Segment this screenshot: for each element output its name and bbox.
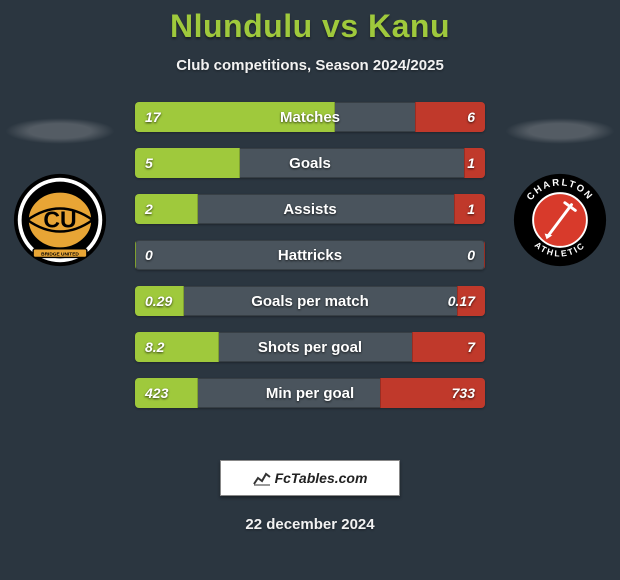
- stat-value-right: 733: [442, 378, 485, 408]
- stat-row: Assists2 1: [135, 194, 485, 224]
- comparison-date: 22 december 2024: [0, 516, 620, 533]
- stat-value-right: 0: [457, 240, 485, 270]
- club-crest-left: CU BRIDGE UNITED: [12, 172, 108, 268]
- stat-row: Goals5 1: [135, 148, 485, 178]
- stat-row: Goals per match0.29 0.17: [135, 286, 485, 316]
- stat-label: Hattricks: [135, 240, 485, 270]
- right-player-side: CHARLTON ATHLETIC: [500, 102, 620, 442]
- stat-value-right: 7: [457, 332, 485, 362]
- stat-value-left: 8.2: [135, 332, 174, 362]
- comparison-title: Nlundulu vs Kanu: [0, 0, 620, 45]
- stat-value-left: 423: [135, 378, 178, 408]
- attribution-badge: FcTables.com: [220, 460, 400, 496]
- stat-value-left: 2: [135, 194, 163, 224]
- stat-value-right: 6: [457, 102, 485, 132]
- player-silhouette-shadow: [505, 118, 615, 144]
- stat-value-right: 0.17: [438, 286, 485, 316]
- stat-label: Min per goal: [135, 378, 485, 408]
- stat-label: Goals per match: [135, 286, 485, 316]
- stat-row: Shots per goal8.2 7: [135, 332, 485, 362]
- stat-row: Hattricks0 0: [135, 240, 485, 270]
- player-silhouette-shadow: [5, 118, 115, 144]
- club-crest-right: CHARLTON ATHLETIC: [512, 172, 608, 268]
- attribution-text: FcTables.com: [275, 470, 368, 486]
- stat-label: Goals: [135, 148, 485, 178]
- left-player-side: CU BRIDGE UNITED: [0, 102, 120, 442]
- svg-text:BRIDGE UNITED: BRIDGE UNITED: [41, 252, 79, 258]
- stat-label: Assists: [135, 194, 485, 224]
- chart-icon: [253, 470, 271, 486]
- stat-label: Matches: [135, 102, 485, 132]
- stat-value-left: 5: [135, 148, 163, 178]
- stat-row: Matches17 6: [135, 102, 485, 132]
- stat-value-left: 0: [135, 240, 163, 270]
- crest-letters: CU: [43, 207, 76, 233]
- stat-bars: Matches176Goals51Assists21Hattricks00Goa…: [135, 102, 485, 424]
- comparison-content: CU BRIDGE UNITED CHARLTON ATHLETIC: [0, 102, 620, 442]
- stat-value-left: 17: [135, 102, 171, 132]
- stat-label: Shots per goal: [135, 332, 485, 362]
- comparison-subtitle: Club competitions, Season 2024/2025: [0, 57, 620, 74]
- stat-row: Min per goal423 733: [135, 378, 485, 408]
- stat-value-left: 0.29: [135, 286, 182, 316]
- stat-value-right: 1: [457, 148, 485, 178]
- stat-value-right: 1: [457, 194, 485, 224]
